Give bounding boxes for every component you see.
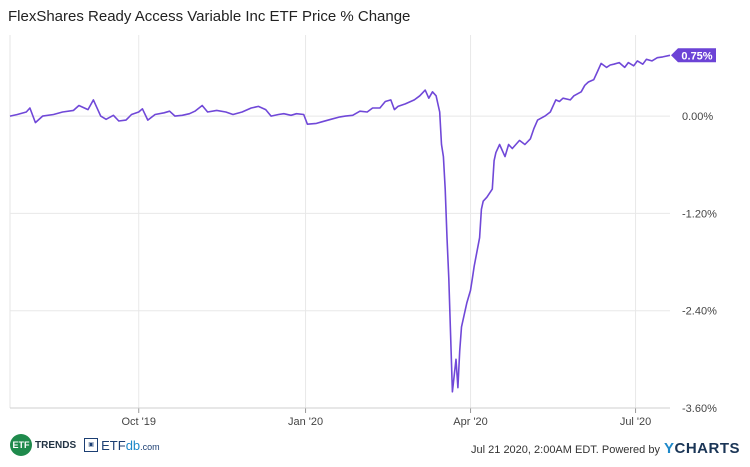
etf-trends-logo[interactable]: ETF TRENDS	[10, 434, 76, 456]
y-tick-label: -2.40%	[682, 306, 717, 318]
etfdb-text-b: db	[125, 437, 141, 453]
x-tick-label: Jan '20	[288, 416, 323, 428]
etfdb-text-a: ETF	[101, 437, 126, 453]
footer-credit: Jul 21 2020, 2:00AM EDT. Powered by YCHA…	[471, 440, 740, 457]
ycharts-logo-y: Y	[663, 440, 675, 457]
etfdb-icon: ▣	[84, 438, 99, 452]
chart-title: FlexShares Ready Access Variable Inc ETF…	[8, 8, 411, 25]
y-tick-label: -1.20%	[682, 208, 717, 220]
y-tick-label: 0.00%	[682, 111, 713, 123]
ycharts-logo[interactable]: YCHARTS	[664, 440, 740, 457]
x-tick-label: Oct '19	[121, 416, 156, 428]
x-tick-label: Jul '20	[620, 416, 651, 428]
y-tick-label: -3.60%	[682, 403, 717, 415]
etfdb-text-c: .com	[140, 441, 160, 452]
last-value-tag	[671, 48, 716, 63]
etf-trends-badge: ETF	[10, 434, 32, 456]
etfdb-text: ETFdb.com	[101, 438, 160, 453]
series-line	[9, 54, 671, 393]
last-value-label: 0.75%	[681, 50, 712, 62]
footer-logos: ETF TRENDS ▣ ETFdb.com	[10, 433, 160, 457]
etfdb-logo[interactable]: ▣ ETFdb.com	[84, 438, 160, 453]
etf-trends-text: TRENDS	[35, 439, 77, 451]
ycharts-logo-rest: CHARTS	[674, 440, 740, 457]
x-tick-label: Apr '20	[453, 416, 488, 428]
timestamp-text: Jul 21 2020, 2:00AM EDT. Powered by	[471, 444, 660, 456]
